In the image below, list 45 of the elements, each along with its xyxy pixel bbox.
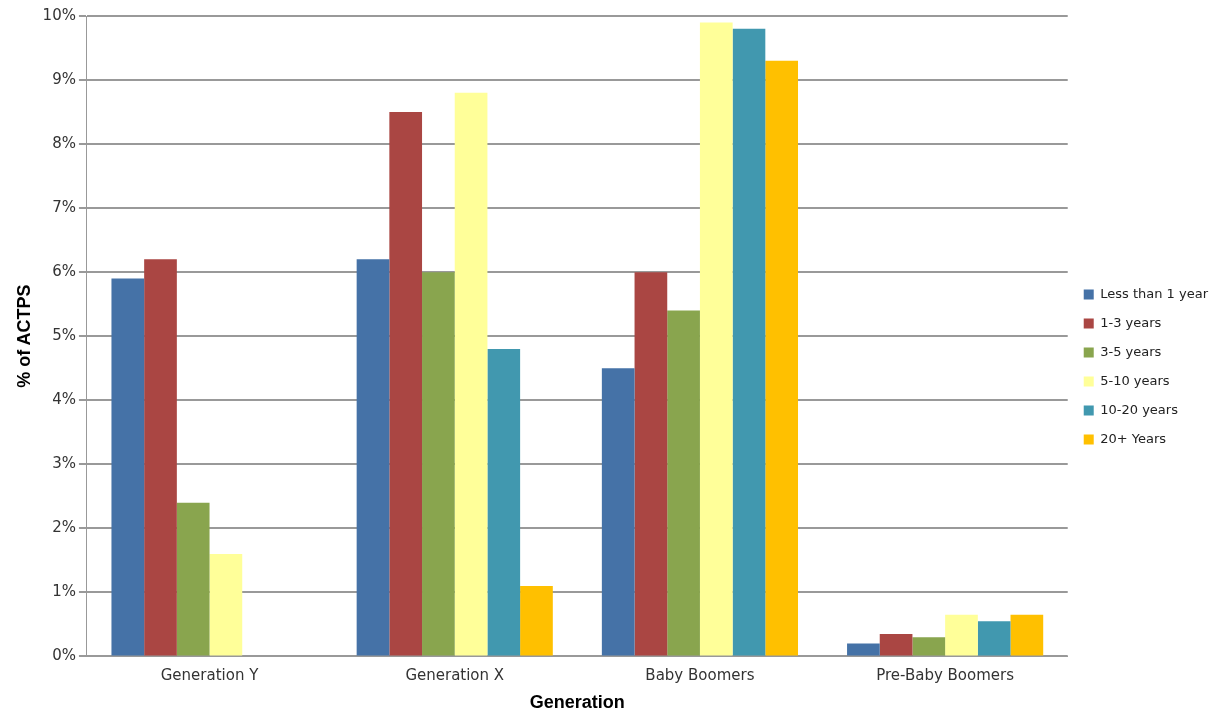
bar	[765, 60, 799, 656]
bar	[847, 643, 880, 656]
bar	[667, 310, 700, 656]
y-tick-label: 10%	[42, 5, 76, 24]
bar	[422, 272, 455, 656]
legend-label: 5-10 years	[1100, 372, 1170, 388]
x-axis-title: Generation	[529, 692, 625, 713]
bar	[634, 272, 668, 656]
x-tick-label: Baby Boomers	[645, 666, 755, 685]
x-tick-label: Pre-Baby Boomers	[876, 666, 1015, 685]
bar	[356, 259, 390, 656]
y-tick-label: 4%	[52, 390, 76, 409]
y-tick-label: 1%	[52, 582, 76, 601]
bar	[454, 92, 488, 656]
x-tick-label: Generation Y	[160, 666, 260, 685]
bar	[879, 633, 913, 656]
bar	[144, 259, 177, 656]
legend-label: Less than 1 year	[1100, 285, 1209, 301]
y-tick-label: 5%	[52, 326, 76, 345]
legend-label: 3-5 years	[1100, 343, 1162, 359]
y-tick-label: 0%	[52, 646, 76, 665]
bar	[520, 585, 553, 656]
x-tick-label: Generation X	[405, 666, 505, 685]
bar	[699, 22, 733, 656]
bar	[1010, 614, 1044, 656]
bar	[601, 368, 635, 656]
y-tick-label: 3%	[52, 454, 76, 473]
bar	[176, 502, 210, 656]
bar	[209, 553, 243, 656]
y-tick-label: 6%	[52, 262, 76, 281]
bar	[111, 278, 145, 656]
bar	[487, 349, 521, 656]
y-tick-label: 7%	[52, 198, 76, 217]
bar	[732, 28, 766, 656]
bar	[977, 621, 1011, 656]
legend-label: 20+ Years	[1100, 430, 1167, 446]
y-tick-label: 8%	[52, 133, 76, 152]
legend-label: 10-20 years	[1100, 401, 1179, 417]
y-tick-label: 9%	[52, 69, 76, 88]
bar	[389, 112, 423, 656]
legend-label: 1-3 years	[1100, 314, 1162, 330]
bar	[912, 637, 946, 656]
bar	[945, 614, 978, 656]
y-axis-title: % of ACTPS	[13, 284, 34, 388]
y-tick-label: 2%	[52, 518, 76, 537]
